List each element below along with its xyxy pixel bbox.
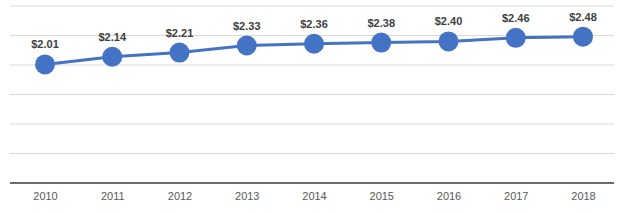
x-tick: 2014 — [302, 183, 326, 202]
x-axis: 2010 2011 2012 2013 2014 2015 2016 2017 2018 — [10, 183, 614, 202]
data-label: $2.21 — [166, 27, 194, 39]
x-tick: 2018 — [571, 183, 595, 202]
plot: 2010 2011 2012 2013 2014 2015 2016 2017 2018 $2.0… — [10, 6, 614, 202]
data-label: $2.48 — [569, 11, 597, 23]
x-tick-label: 2010 — [33, 190, 57, 202]
grid — [10, 6, 614, 183]
x-tick-label: 2011 — [101, 190, 125, 202]
x-tick-label: 2012 — [168, 190, 192, 202]
x-tick: 2012 — [168, 183, 192, 202]
x-tick: 2015 — [370, 183, 394, 202]
marker — [170, 43, 190, 63]
x-tick-label: 2014 — [302, 190, 326, 202]
x-tick: 2016 — [437, 183, 461, 202]
x-tick-label: 2018 — [571, 190, 595, 202]
grid-line — [10, 183, 614, 184]
grid-line — [10, 65, 614, 66]
chart: 2010 2011 2012 2013 2014 2015 2016 2017 2018 $2.0… — [0, 0, 624, 213]
x-tick-label: 2017 — [504, 190, 528, 202]
marker — [371, 33, 391, 53]
data-label: $2.33 — [233, 20, 261, 32]
marker — [506, 28, 526, 48]
x-axis-line — [10, 182, 614, 184]
series — [35, 27, 593, 75]
data-labels: $2.01 $2.14 $2.21 $2.33 $2.36 $2.38 $2.40 $2.46… — [31, 11, 597, 51]
data-label: $2.38 — [367, 17, 395, 29]
x-tick: 2017 — [504, 183, 528, 202]
x-tick-label: 2013 — [235, 190, 259, 202]
data-label: $2.01 — [31, 38, 59, 50]
grid-line — [10, 153, 614, 154]
data-label: $2.46 — [502, 12, 530, 24]
marker — [439, 31, 459, 51]
data-label: $2.36 — [300, 18, 328, 30]
x-tick: 2010 — [33, 183, 57, 202]
x-tick-label: 2016 — [437, 190, 461, 202]
grid-line — [10, 94, 614, 95]
marker — [35, 54, 55, 74]
data-label: $2.14 — [98, 31, 126, 43]
data-label: $2.40 — [435, 15, 463, 27]
x-tick-label: 2015 — [370, 190, 394, 202]
x-tick: 2011 — [101, 183, 125, 202]
grid-line — [10, 6, 614, 7]
marker — [304, 34, 324, 54]
y-axis-line — [10, 7, 11, 184]
marker — [573, 27, 593, 47]
marker — [102, 47, 122, 67]
grid-line — [10, 124, 614, 125]
marker — [237, 36, 257, 56]
y-axis — [10, 7, 12, 184]
x-tick: 2013 — [235, 183, 259, 202]
